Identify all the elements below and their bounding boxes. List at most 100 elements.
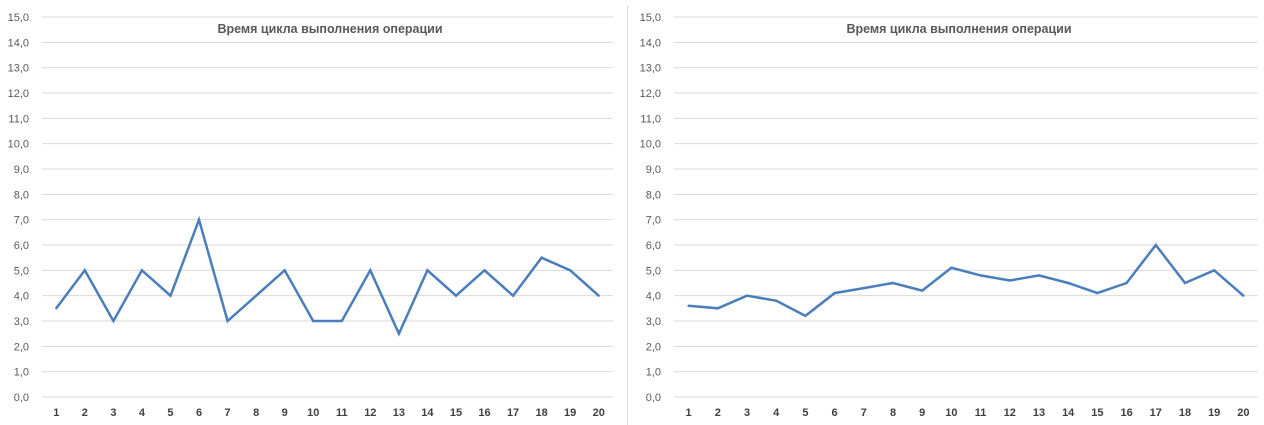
x-tick-label: 3 — [110, 407, 116, 419]
series-line — [55, 215, 600, 337]
data-point — [197, 218, 201, 221]
y-tick-label: 13,0 — [640, 63, 661, 75]
x-tick-label: 14 — [421, 407, 434, 419]
x-tick-label: 13 — [1033, 407, 1045, 419]
data-point — [140, 269, 144, 272]
y-tick-label: 14,0 — [8, 37, 29, 49]
y-tick-label: 4,0 — [646, 291, 661, 303]
y-tick-label: 2,0 — [646, 341, 661, 353]
x-tick-label: 19 — [1208, 407, 1220, 419]
x-tick-label: 10 — [307, 407, 319, 419]
x-tick-label: 17 — [507, 407, 519, 419]
y-tick-label: 2,0 — [14, 341, 29, 353]
y-tick-label: 12,0 — [8, 88, 29, 100]
data-point — [511, 294, 515, 297]
x-tick-label: 5 — [802, 407, 808, 419]
data-point — [226, 319, 229, 323]
x-tick-label: 18 — [1179, 407, 1191, 419]
y-tick-label: 0,0 — [14, 392, 29, 404]
y-tick-label: 7,0 — [14, 215, 29, 227]
y-tick-label: 10,0 — [640, 139, 661, 151]
data-point — [283, 269, 286, 272]
y-tick-label: 3,0 — [14, 316, 29, 328]
data-point — [1213, 269, 1216, 272]
x-tick-label: 10 — [945, 407, 957, 419]
data-point — [921, 289, 924, 292]
data-point — [1242, 294, 1245, 297]
data-point — [1037, 274, 1041, 277]
data-point — [112, 319, 115, 323]
data-point — [950, 266, 953, 269]
y-tick-label: 5,0 — [646, 265, 661, 277]
x-tick-label: 11 — [336, 407, 348, 419]
x-tick-label: 6 — [832, 407, 838, 419]
x-tick-label: 8 — [253, 407, 259, 419]
y-tick-label: 3,0 — [646, 316, 661, 328]
y-tick-label: 15,0 — [8, 12, 29, 24]
cycle-time-chart-right: 0,01,02,03,04,05,06,07,08,09,010,011,012… — [640, 12, 1258, 419]
data-point — [340, 319, 343, 323]
y-tick-label: 8,0 — [14, 189, 29, 201]
data-point — [369, 269, 372, 272]
y-tick-label: 7,0 — [646, 215, 661, 227]
y-tick-label: 14,0 — [640, 37, 661, 49]
data-point — [1008, 279, 1011, 282]
x-tick-label: 1 — [686, 407, 692, 419]
x-tick-label: 20 — [1237, 407, 1249, 419]
y-tick-label: 11,0 — [640, 113, 661, 125]
x-tick-label: 16 — [478, 407, 490, 419]
x-tick-label: 20 — [593, 407, 605, 419]
data-point — [891, 281, 895, 285]
data-point — [426, 269, 429, 272]
cycle-time-chart-left: 0,01,02,03,04,05,06,07,08,09,010,011,012… — [8, 12, 613, 419]
data-point — [169, 294, 172, 297]
data-point — [1096, 291, 1099, 295]
data-point — [55, 307, 58, 310]
data-point — [454, 294, 458, 297]
data-point — [483, 269, 486, 272]
data-point — [775, 299, 778, 302]
y-tick-label: 9,0 — [14, 164, 29, 176]
y-tick-label: 4,0 — [14, 291, 29, 303]
y-tick-label: 8,0 — [646, 189, 661, 201]
x-tick-label: 2 — [82, 407, 88, 419]
y-tick-label: 5,0 — [14, 265, 29, 277]
y-tick-label: 15,0 — [640, 12, 661, 24]
x-tick-label: 18 — [536, 407, 548, 419]
data-point — [862, 286, 865, 290]
y-tick-label: 13,0 — [8, 63, 29, 75]
data-point — [1067, 281, 1070, 285]
x-tick-label: 16 — [1120, 407, 1132, 419]
chart-title: Время цикла выполнения операции — [846, 22, 1071, 36]
x-tick-label: 2 — [715, 407, 721, 419]
x-tick-label: 15 — [1091, 407, 1103, 419]
data-point — [568, 269, 572, 272]
y-tick-label: 10,0 — [8, 139, 29, 151]
y-tick-label: 12,0 — [640, 88, 661, 100]
data-point — [745, 294, 749, 297]
x-tick-label: 1 — [53, 407, 59, 419]
x-tick-label: 12 — [364, 407, 376, 419]
data-point — [397, 332, 401, 335]
chart-title: Время цикла выполнения операции — [217, 22, 442, 36]
data-point — [979, 274, 982, 277]
data-point — [1125, 281, 1128, 285]
data-point — [804, 314, 807, 318]
x-tick-label: 13 — [393, 407, 405, 419]
data-point — [1154, 243, 1157, 247]
x-tick-label: 6 — [196, 407, 202, 419]
y-tick-label: 1,0 — [646, 367, 661, 379]
x-tick-label: 8 — [890, 407, 896, 419]
charts-divider — [627, 6, 628, 425]
y-tick-label: 6,0 — [14, 240, 29, 252]
data-point — [1183, 281, 1187, 285]
x-tick-label: 4 — [139, 407, 146, 419]
y-tick-label: 11,0 — [8, 113, 29, 125]
x-tick-label: 9 — [919, 407, 925, 419]
x-tick-label: 12 — [1004, 407, 1016, 419]
x-tick-label: 5 — [167, 407, 173, 419]
data-point — [833, 291, 836, 295]
y-tick-label: 9,0 — [646, 164, 661, 176]
x-tick-label: 7 — [225, 407, 231, 419]
